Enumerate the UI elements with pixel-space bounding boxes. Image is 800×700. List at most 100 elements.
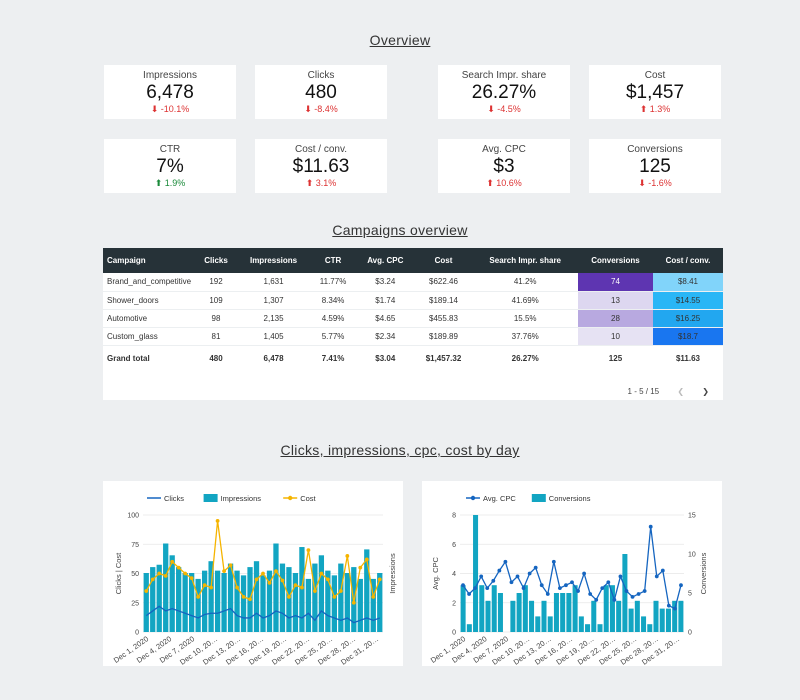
table-header-row: Campaign Clicks Impressions CTR Avg. CPC Cost… (103, 248, 723, 273)
bar (208, 561, 214, 632)
bar (364, 549, 370, 632)
column-header[interactable]: Cost (414, 248, 473, 273)
series-point (144, 589, 149, 593)
bar (591, 600, 597, 632)
campaign-cell: Automotive (103, 309, 196, 328)
kpi-label: Avg. CPC (482, 144, 526, 155)
kpi-value: $3 (493, 156, 515, 177)
series-point (624, 589, 629, 593)
campaign-cell: Grand total (107, 353, 150, 363)
bar (672, 600, 678, 632)
next-page-button[interactable]: ❯ (702, 387, 709, 396)
bar (659, 608, 665, 632)
series-point (642, 589, 647, 593)
y2-tick-label: 0 (688, 630, 692, 637)
y2-axis-label: Impressions (388, 553, 397, 594)
cell-cpc: $2.34 (355, 327, 415, 346)
bar (234, 570, 240, 632)
bar (665, 608, 671, 632)
cell-share: 37.76% (472, 327, 579, 346)
table-row[interactable]: Automotive 98 2,135 4.59% $4.65 $455.83 15.5% 2… (103, 309, 723, 328)
kpi-value: 480 (305, 82, 337, 103)
series-point (287, 595, 291, 599)
table-row[interactable]: Brand_and_competitive 192 1,631 11.77% $3.24… (103, 273, 723, 292)
bar (510, 600, 516, 632)
column-header[interactable]: Campaign (103, 248, 196, 273)
table-row[interactable]: Custom_glass 81 1,405 5.77% $2.34 $189.89 37.7… (103, 327, 723, 346)
column-header[interactable]: CTR (310, 248, 356, 273)
kpi-card-search-impr-share: Search Impr. share 26.27% ⬇ -4.5% (438, 65, 570, 119)
prev-page-button[interactable]: ❮ (677, 387, 685, 396)
y-tick-label: 75 (131, 542, 139, 549)
kpi-delta: ⬆ 1.9% (154, 178, 186, 188)
series-point (170, 559, 175, 564)
bar (616, 600, 622, 632)
series-line (145, 605, 380, 624)
series-point (503, 559, 508, 564)
column-header[interactable]: Avg. CPC (355, 248, 415, 273)
cell-conversions: 28 (578, 309, 653, 328)
kpi-delta: ⬇ -4.5% (487, 104, 521, 114)
bar (305, 578, 312, 632)
cell-clicks: 98 (195, 309, 237, 328)
cell-conversions: 125 (608, 353, 623, 363)
bar (150, 567, 156, 632)
bar (647, 624, 653, 632)
y2-tick-label: 10 (688, 552, 696, 559)
bar (182, 573, 188, 632)
series-point (479, 574, 484, 579)
y-tick-label: 2 (452, 600, 456, 607)
column-header[interactable]: Impressions (236, 248, 311, 273)
series-point (557, 586, 562, 591)
cell-impr: 1,405 (236, 327, 311, 346)
series-point (274, 569, 278, 574)
column-header[interactable]: Cost / conv. (652, 248, 723, 273)
series-point (600, 586, 605, 591)
legend-swatch-bar (203, 494, 218, 502)
series-point (594, 597, 599, 602)
y-tick-label: 100 (127, 513, 139, 520)
kpi-label: Cost (644, 70, 666, 81)
bar (553, 593, 559, 632)
column-header[interactable]: Clicks (195, 248, 237, 273)
cell-cost: $622.46 (414, 273, 473, 292)
y-tick-label: 0 (452, 630, 456, 637)
legend-item: Impressions (203, 494, 261, 503)
legend-label: Cost (300, 494, 316, 503)
cell-clicks: 109 (195, 291, 237, 310)
series-point (332, 595, 337, 599)
kpi-value: 26.27% (471, 82, 537, 103)
bar (473, 515, 479, 632)
series-point (564, 583, 568, 588)
legend-label: Avg. CPC (483, 494, 516, 503)
bar (266, 570, 273, 632)
table-row[interactable]: Shower_doors 109 1,307 8.34% $1.74 $189.14 41.… (103, 291, 723, 310)
series-point (497, 568, 502, 573)
kpi-value: 7% (156, 156, 184, 177)
column-header[interactable]: Search Impr. share (472, 248, 579, 273)
cell-cost-per-conv: $14.55 (652, 291, 723, 310)
series-point (582, 571, 587, 576)
series-point (666, 603, 671, 608)
kpi-label: Conversions (627, 144, 683, 155)
legend-label: Clicks (164, 494, 184, 503)
kpi-label: CTR (159, 144, 181, 155)
cell-cpc: $1.74 (355, 291, 415, 310)
cell-conversions: 74 (578, 273, 653, 292)
kpi-card-cost: Cost $1,457 ⬆ 1.3% (589, 65, 721, 119)
bar (357, 578, 363, 632)
bar (516, 593, 522, 632)
series-point (491, 578, 496, 583)
column-header[interactable]: Conversions (578, 248, 653, 273)
cell-cpc: $4.65 (355, 309, 415, 328)
kpi-card-conversions: Conversions 125 ⬇ -1.6% (589, 139, 721, 193)
cell-share: 15.5% (472, 309, 579, 328)
bar (560, 593, 566, 632)
bar (653, 600, 659, 632)
series-point (612, 597, 617, 602)
cell-impr: 2,135 (236, 309, 311, 328)
legend-label: Conversions (549, 494, 591, 503)
series-point (377, 577, 382, 582)
kpi-delta: ⬇ -1.6% (638, 178, 672, 188)
legend-item: Conversions (531, 494, 591, 503)
